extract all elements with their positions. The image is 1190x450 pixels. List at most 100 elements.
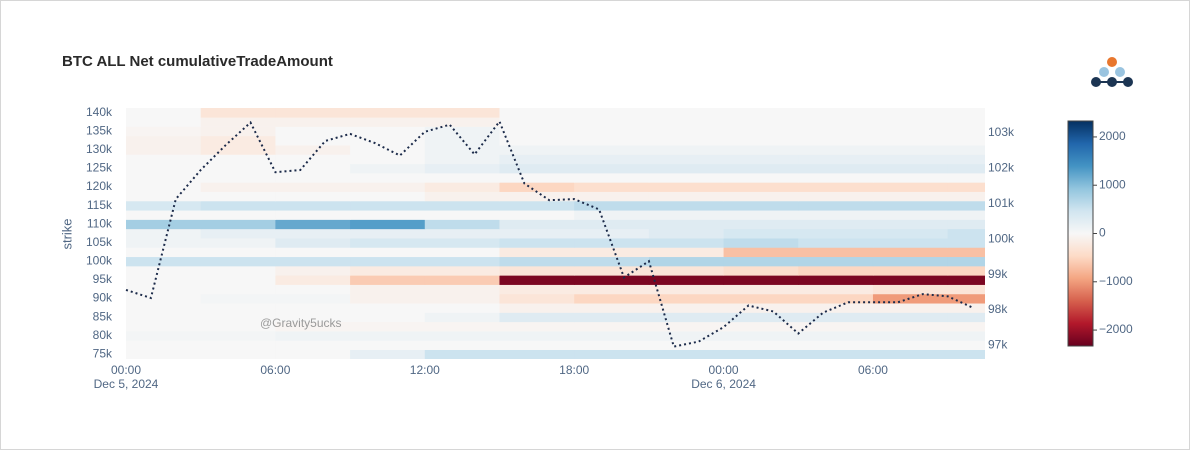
heat-cell — [275, 284, 351, 295]
heat-cell — [424, 228, 500, 239]
heat-cell — [723, 340, 799, 351]
heat-cell — [872, 228, 949, 239]
heat-cell — [499, 163, 575, 174]
heat-cell — [574, 321, 650, 332]
heat-cell — [947, 349, 985, 359]
heat-cell — [872, 238, 949, 248]
heat-cell — [499, 247, 575, 258]
y-tick-label: 80k — [93, 328, 113, 342]
heat-cell — [723, 256, 799, 267]
colorbar-tick-label: −1000 — [1099, 274, 1133, 288]
heat-cell — [499, 182, 575, 192]
heat-cell — [947, 135, 985, 146]
heat-cell — [499, 266, 575, 276]
heat-cell — [424, 154, 500, 165]
heat-cell — [648, 219, 725, 230]
heat-cell — [499, 238, 575, 248]
heat-cell — [424, 349, 500, 359]
heat-cell — [275, 321, 351, 332]
heat-cell — [648, 145, 725, 155]
y2-tick-label: 102k — [988, 160, 1015, 174]
heat-cell — [723, 126, 799, 137]
heat-cell — [499, 312, 575, 323]
heat-cell — [499, 331, 575, 341]
watermark: @Gravity5ucks — [260, 316, 342, 330]
heat-cell — [200, 145, 276, 155]
heat-cell — [723, 210, 799, 220]
heat-cell — [798, 312, 874, 323]
heat-cell — [723, 200, 799, 211]
heat-cell — [872, 275, 949, 285]
logo — [1091, 57, 1133, 87]
heat-cell — [872, 182, 949, 192]
y-tick-label: 100k — [86, 254, 113, 268]
heat-cell — [200, 238, 276, 248]
heat-cell — [200, 303, 276, 313]
heat-cell — [872, 219, 949, 230]
heat-cell — [424, 303, 500, 313]
heat-cell — [350, 135, 426, 146]
heat-cell — [126, 293, 202, 304]
heat-cell — [200, 228, 276, 239]
heat-cell — [574, 135, 650, 146]
heat-cell — [723, 312, 799, 323]
heat-cell — [798, 256, 874, 267]
heat-cell — [499, 126, 575, 137]
x-tick-label: 18:00 — [559, 363, 589, 377]
heat-cell — [648, 182, 725, 192]
heat-cell — [499, 210, 575, 220]
heat-cell — [947, 210, 985, 220]
heat-cell — [947, 126, 985, 137]
heat-cell — [200, 266, 276, 276]
heat-cell — [499, 321, 575, 332]
heat-cell — [350, 200, 426, 211]
heat-cell — [648, 238, 725, 248]
heat-cell — [872, 191, 949, 202]
heat-cell — [424, 293, 500, 304]
heat-cell — [798, 145, 874, 155]
heat-cell — [275, 219, 351, 230]
heat-cell — [798, 340, 874, 351]
heat-cell — [723, 182, 799, 192]
heat-cell — [275, 293, 351, 304]
heat-cell — [723, 293, 799, 304]
heat-cell — [872, 331, 949, 341]
heat-cell — [200, 219, 276, 230]
heat-cell — [872, 108, 949, 118]
heat-cell — [126, 331, 202, 341]
heat-cell — [126, 266, 202, 276]
heat-cell — [723, 266, 799, 276]
heat-cell — [872, 349, 949, 359]
heat-cell — [275, 126, 351, 137]
heat-cell — [872, 126, 949, 137]
heat-cell — [350, 293, 426, 304]
y-tick-label: 120k — [86, 179, 113, 193]
heat-cell — [574, 154, 650, 165]
heat-cell — [798, 247, 874, 258]
heat-cell — [574, 228, 650, 239]
heat-cell — [350, 117, 426, 127]
heat-cell — [798, 191, 874, 202]
y-tick-label: 110k — [87, 216, 113, 230]
heat-cell — [947, 145, 985, 155]
heat-cell — [350, 163, 426, 174]
heat-cell — [350, 219, 426, 230]
heat-cell — [275, 256, 351, 267]
heat-cell — [574, 275, 650, 285]
heat-cell — [126, 303, 202, 313]
heat-cell — [275, 210, 351, 220]
heat-cell — [350, 154, 426, 165]
heat-cell — [798, 349, 874, 359]
heat-cell — [499, 256, 575, 267]
heat-cell — [798, 275, 874, 285]
heat-cell — [723, 154, 799, 165]
heat-cell — [723, 247, 799, 258]
heat-cell — [574, 163, 650, 174]
heat-cell — [723, 173, 799, 183]
heat-cell — [424, 210, 500, 220]
heat-cell — [200, 126, 276, 137]
heat-cell — [350, 340, 426, 351]
heat-cell — [126, 108, 202, 118]
colorbar-tick-label: 2000 — [1099, 129, 1126, 143]
heat-cell — [275, 331, 351, 341]
